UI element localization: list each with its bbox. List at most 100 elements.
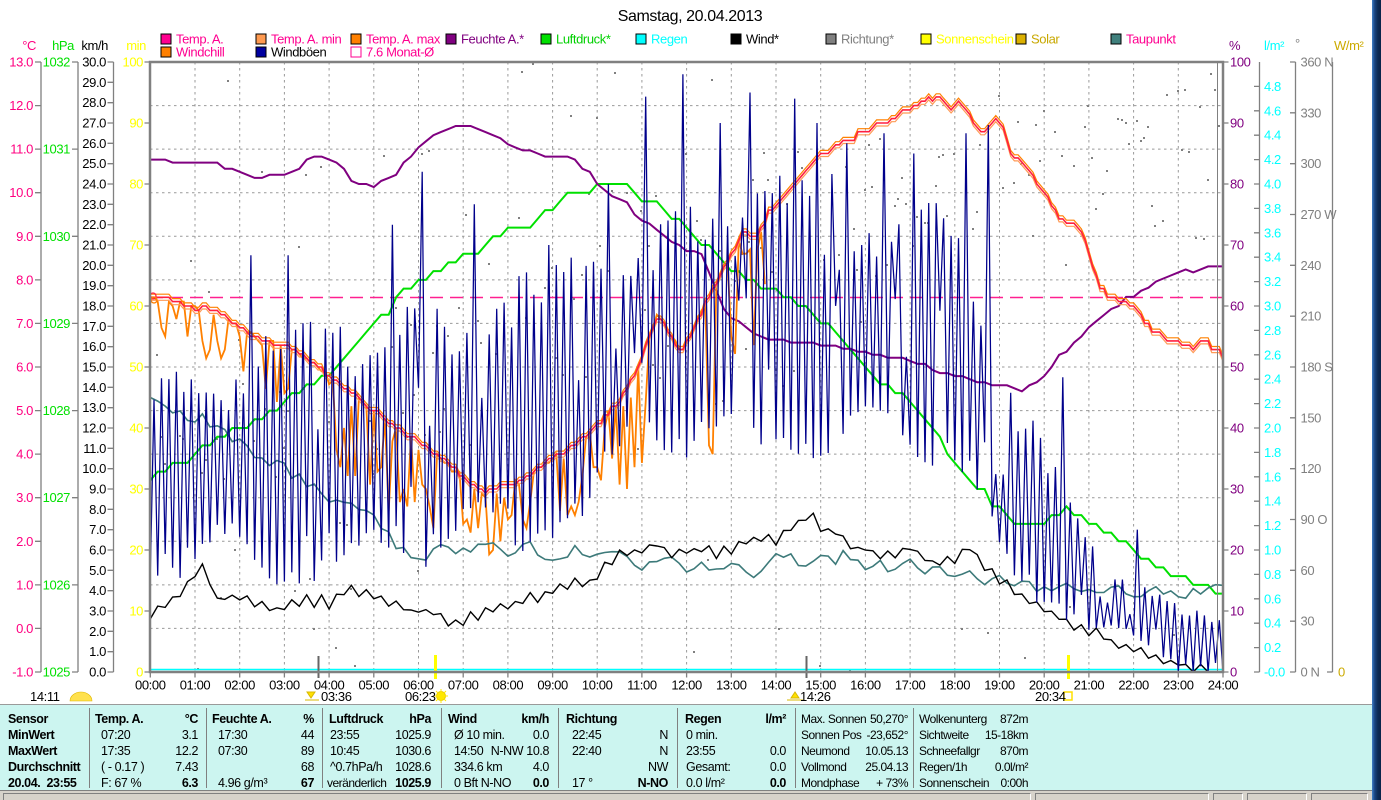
svg-text:Sonnenschein: Sonnenschein — [936, 32, 1014, 47]
svg-text:21:00: 21:00 — [1074, 678, 1105, 693]
svg-text:11.0: 11.0 — [83, 441, 106, 456]
svg-text:00:00: 00:00 — [135, 678, 166, 693]
svg-text:2.2: 2.2 — [1264, 396, 1281, 411]
svg-text:0: 0 — [136, 665, 143, 680]
svg-text:03:36: 03:36 — [321, 689, 352, 704]
svg-text:13.0: 13.0 — [82, 400, 106, 415]
svg-text:Taupunkt: Taupunkt — [1126, 32, 1176, 47]
svg-text:12.0: 12.0 — [9, 98, 33, 113]
svg-text:08:00: 08:00 — [493, 678, 524, 693]
svg-text:1029: 1029 — [43, 316, 70, 331]
svg-text:15:00: 15:00 — [805, 678, 836, 693]
svg-text:2.0: 2.0 — [89, 624, 106, 639]
svg-text:13:00: 13:00 — [716, 678, 747, 693]
svg-text:Feuchte A.*: Feuchte A.* — [461, 32, 524, 47]
svg-text:4.6: 4.6 — [1264, 103, 1281, 118]
svg-text:10.0: 10.0 — [9, 185, 33, 200]
svg-text:180 S: 180 S — [1301, 360, 1334, 375]
svg-text:19:00: 19:00 — [984, 678, 1015, 693]
svg-text:11.0: 11.0 — [10, 142, 33, 157]
svg-text:270 W: 270 W — [1301, 207, 1338, 222]
svg-text:20.0: 20.0 — [82, 258, 106, 273]
svg-text:°: ° — [1295, 36, 1300, 51]
svg-text:min: min — [126, 38, 146, 53]
svg-text:28.0: 28.0 — [82, 95, 106, 110]
svg-text:0.2: 0.2 — [1264, 640, 1281, 655]
svg-text:30: 30 — [1301, 614, 1315, 629]
svg-text:0.4: 0.4 — [1264, 616, 1281, 631]
svg-text:3.8: 3.8 — [1264, 201, 1281, 216]
svg-text:210: 210 — [1301, 309, 1322, 324]
svg-text:2.0: 2.0 — [16, 534, 33, 549]
svg-text:90 O: 90 O — [1301, 512, 1328, 527]
svg-text:18.0: 18.0 — [82, 299, 106, 314]
svg-text:-0.0: -0.0 — [1264, 665, 1285, 680]
svg-text:Windchill: Windchill — [176, 45, 225, 60]
svg-text:240: 240 — [1301, 258, 1322, 273]
svg-text:7.0: 7.0 — [89, 522, 106, 537]
svg-text:1.0: 1.0 — [89, 644, 106, 659]
svg-text:0.0: 0.0 — [89, 665, 106, 680]
svg-text:23.0: 23.0 — [82, 197, 106, 212]
svg-text:24:00: 24:00 — [1208, 678, 1239, 693]
svg-text:-1.0: -1.0 — [12, 665, 33, 680]
svg-text:30: 30 — [129, 482, 143, 497]
svg-text:3.0: 3.0 — [1264, 299, 1281, 314]
svg-text:1.8: 1.8 — [1264, 445, 1281, 460]
svg-text:90: 90 — [1230, 116, 1244, 131]
svg-text:17.0: 17.0 — [82, 319, 106, 334]
svg-text:l/m²: l/m² — [1264, 38, 1285, 53]
svg-text:15.0: 15.0 — [82, 360, 106, 375]
svg-text:Temp. A.: Temp. A. — [176, 32, 223, 47]
svg-text:6.0: 6.0 — [16, 360, 33, 375]
svg-text:70: 70 — [1230, 238, 1244, 253]
svg-text:09:00: 09:00 — [537, 678, 568, 693]
svg-text:Samstag, 20.04.2013: Samstag, 20.04.2013 — [618, 8, 763, 25]
svg-text:7.6 Monat-Ø: 7.6 Monat-Ø — [366, 45, 434, 60]
svg-text:2.8: 2.8 — [1264, 323, 1281, 338]
svg-text:2.4: 2.4 — [1264, 372, 1281, 387]
svg-text:hPa: hPa — [52, 38, 75, 53]
svg-text:150: 150 — [1301, 410, 1322, 425]
svg-text:9.0: 9.0 — [89, 482, 106, 497]
svg-text:06:23: 06:23 — [405, 689, 436, 704]
svg-text:70: 70 — [129, 238, 143, 253]
svg-text:40: 40 — [1230, 421, 1244, 436]
svg-text:10: 10 — [129, 604, 143, 619]
svg-text:W/m²: W/m² — [1334, 38, 1365, 53]
svg-text:27.0: 27.0 — [82, 116, 106, 131]
svg-text:9.0: 9.0 — [16, 229, 33, 244]
svg-text:20: 20 — [129, 543, 143, 558]
svg-text:16.0: 16.0 — [82, 339, 106, 354]
svg-text:1028: 1028 — [43, 403, 70, 418]
svg-text:8.0: 8.0 — [16, 272, 33, 287]
svg-text:Regen: Regen — [651, 32, 687, 47]
svg-text:24.0: 24.0 — [82, 177, 106, 192]
svg-text:26.0: 26.0 — [82, 136, 106, 151]
svg-text:0.0: 0.0 — [16, 621, 33, 636]
svg-text:20:00: 20:00 — [1029, 678, 1060, 693]
svg-text:0: 0 — [1338, 665, 1345, 680]
svg-text:4.2: 4.2 — [1264, 152, 1281, 167]
svg-text:10:00: 10:00 — [582, 678, 613, 693]
svg-text:0.6: 0.6 — [1264, 591, 1281, 606]
svg-text:°C: °C — [22, 38, 36, 53]
svg-text:40: 40 — [129, 421, 143, 436]
svg-text:1031: 1031 — [43, 142, 70, 157]
svg-text:4.4: 4.4 — [1264, 128, 1281, 143]
svg-text:0: 0 — [1230, 665, 1237, 680]
svg-text:%: % — [1229, 38, 1241, 53]
svg-text:Richtung*: Richtung* — [841, 32, 894, 47]
svg-text:06:00: 06:00 — [403, 678, 434, 693]
svg-text:4.8: 4.8 — [1264, 79, 1281, 94]
svg-text:80: 80 — [1230, 177, 1244, 192]
svg-text:1.2: 1.2 — [1264, 518, 1281, 533]
svg-text:03:00: 03:00 — [269, 678, 300, 693]
svg-text:18:00: 18:00 — [940, 678, 971, 693]
svg-text:8.0: 8.0 — [89, 502, 106, 517]
svg-text:100: 100 — [1230, 55, 1251, 70]
svg-text:25.0: 25.0 — [82, 156, 106, 171]
svg-text:22.0: 22.0 — [82, 217, 106, 232]
svg-text:17:00: 17:00 — [895, 678, 926, 693]
svg-text:1.4: 1.4 — [1264, 494, 1281, 509]
